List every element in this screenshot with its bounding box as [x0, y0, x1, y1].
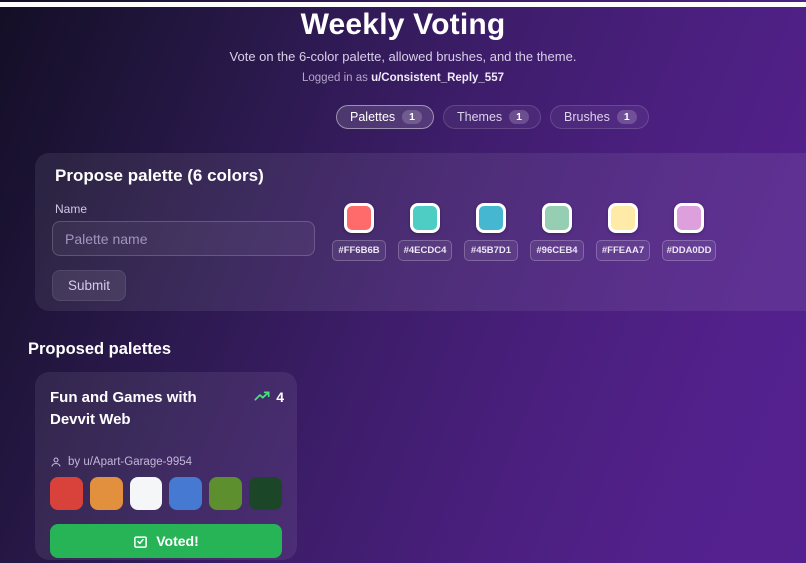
tab-brushes-count-badge: 1 — [616, 110, 637, 124]
hex-input-2[interactable]: #4ECDC4 — [398, 240, 452, 261]
proposed-palettes-heading: Proposed palettes — [28, 340, 172, 358]
proposal-swatch-5 — [209, 477, 243, 510]
color-slot-6: #DDA0DD — [662, 203, 716, 261]
color-slot-2: #4ECDC4 — [398, 203, 452, 261]
tab-palettes-label: Palettes — [350, 110, 396, 124]
vote-score: 4 — [254, 387, 284, 431]
tab-palettes[interactable]: Palettes 1 — [336, 105, 435, 129]
ballot-check-icon — [133, 534, 148, 549]
proposal-swatch-2 — [89, 477, 123, 510]
tab-brushes-label: Brushes — [564, 110, 610, 124]
tab-themes-label: Themes — [457, 110, 503, 124]
user-icon — [50, 456, 62, 468]
hex-input-6[interactable]: #DDA0DD — [662, 240, 716, 261]
color-picker-swatch-2[interactable] — [410, 203, 440, 233]
proposal-author: by u/Apart-Garage-9954 — [68, 456, 193, 468]
page-subtitle: Vote on the 6-color palette, allowed bru… — [229, 49, 577, 64]
vote-tabs: Palettes 1 Themes 1 Brushes 1 — [336, 105, 649, 129]
trending-up-icon — [254, 389, 270, 405]
voted-button[interactable]: Voted! — [50, 524, 282, 558]
tab-palettes-count-badge: 1 — [402, 110, 423, 124]
logged-in-username: u/Consistent_Reply_557 — [371, 72, 504, 84]
color-slot-1: #FF6B6B — [332, 203, 386, 261]
tab-themes[interactable]: Themes 1 — [443, 105, 542, 129]
page-title: Weekly Voting — [300, 8, 506, 41]
voted-button-label: Voted! — [156, 533, 199, 549]
submit-button[interactable]: Submit — [52, 270, 127, 301]
name-field-label: Name — [55, 202, 88, 216]
propose-palette-card: Propose palette (6 colors) Name Submit #… — [35, 153, 806, 311]
color-picker-swatch-6[interactable] — [674, 203, 704, 233]
hex-input-1[interactable]: #FF6B6B — [332, 240, 386, 261]
proposal-title: Fun and Games with Devvit Web — [50, 389, 197, 428]
propose-card-title: Propose palette (6 colors) — [55, 166, 264, 185]
hex-input-3[interactable]: #45B7D1 — [464, 240, 518, 261]
tab-themes-count-badge: 1 — [509, 110, 530, 124]
color-slot-5: #FFEAA7 — [596, 203, 650, 261]
logged-in-status: Logged in as u/Consistent_Reply_557 — [0, 72, 806, 84]
proposal-swatch-3 — [129, 477, 163, 510]
tab-brushes[interactable]: Brushes 1 — [550, 105, 649, 129]
hex-input-4[interactable]: #96CEB4 — [530, 240, 584, 261]
color-slot-4: #96CEB4 — [530, 203, 584, 261]
color-slot-3: #45B7D1 — [464, 203, 518, 261]
page-header: Weekly Voting Vote on the 6-color palett… — [0, 8, 806, 84]
logged-in-prefix: Logged in as — [302, 72, 372, 84]
proposal-swatch-4 — [169, 477, 203, 510]
color-picker-swatch-4[interactable] — [542, 203, 572, 233]
color-picker-swatch-1[interactable] — [344, 203, 374, 233]
vote-count: 4 — [276, 389, 284, 405]
window-top-edge — [0, 2, 806, 7]
color-picker-swatch-3[interactable] — [476, 203, 506, 233]
proposal-byline: by u/Apart-Garage-9954 — [50, 456, 192, 468]
proposal-swatch-1 — [50, 477, 83, 510]
proposal-swatch-row — [50, 477, 282, 510]
palette-proposal-card: Fun and Games with Devvit Web 4 by u/Apa… — [35, 372, 297, 560]
proposal-swatch-6 — [249, 477, 282, 510]
propose-swatch-row: #FF6B6B #4ECDC4 #45B7D1 #96CEB4 #FFEAA7 … — [332, 203, 716, 261]
proposal-card-header: Fun and Games with Devvit Web 4 — [50, 387, 284, 431]
hex-input-5[interactable]: #FFEAA7 — [596, 240, 650, 261]
palette-name-input[interactable] — [52, 221, 315, 256]
color-picker-swatch-5[interactable] — [608, 203, 638, 233]
